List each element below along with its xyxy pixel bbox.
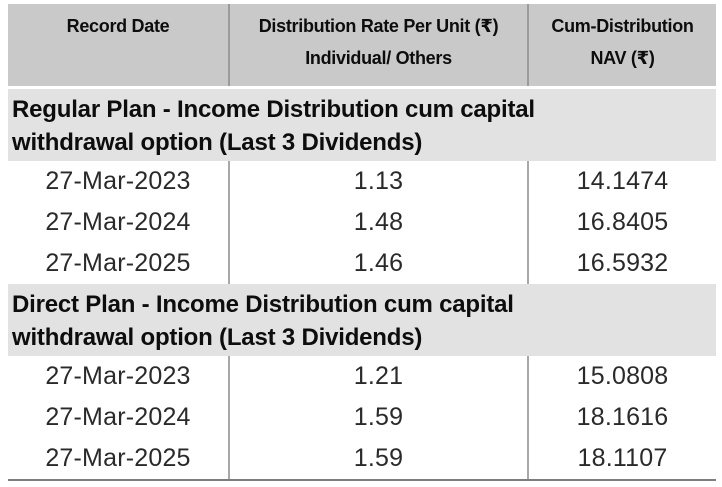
section-header-regular-plan: Regular Plan - Income Distribution cum c…: [8, 89, 716, 161]
table-row: 27-Mar-2025 1.46 16.5932: [8, 243, 716, 284]
cell-record-date: 27-Mar-2024: [45, 208, 191, 236]
cell-rate: 1.21: [228, 356, 527, 397]
cell-rate: 1.59: [228, 397, 527, 438]
header-cell-cum-distribution-nav: Cum-Distribution NAV (₹): [527, 4, 716, 86]
section-title-line: withdrawal option (Last 3 Dividends): [12, 129, 423, 156]
cell-rate: 1.48: [228, 202, 527, 243]
header-cell-distribution-rate: Distribution Rate Per Unit (₹) Individua…: [228, 4, 527, 86]
cell-nav: 16.8405: [527, 202, 716, 243]
cell-record-date: 27-Mar-2025: [45, 444, 191, 472]
header-sublabel: Individual/ Others: [305, 48, 452, 68]
cell-record-date: 27-Mar-2023: [45, 362, 191, 390]
header-cell-record-date: Record Date: [8, 4, 228, 86]
table-row: 27-Mar-2023 1.13 14.1474: [8, 161, 716, 202]
table-row: 27-Mar-2023 1.21 15.0808: [8, 356, 716, 397]
table-row: 27-Mar-2024 1.48 16.8405: [8, 202, 716, 243]
cell-record-date: 27-Mar-2024: [45, 403, 191, 431]
section-title-line: Direct Plan - Income Distribution cum ca…: [12, 291, 514, 318]
cell-rate: 1.59: [228, 438, 527, 479]
cell-nav: 16.5932: [527, 243, 716, 284]
table-row: 27-Mar-2025 1.59 18.1107: [8, 438, 716, 479]
table-row: 27-Mar-2024 1.59 18.1616: [8, 397, 716, 438]
cell-rate: 1.46: [228, 243, 527, 284]
cell-nav: 14.1474: [527, 161, 716, 202]
cell-nav: 18.1107: [527, 438, 716, 479]
section-header-direct-plan: Direct Plan - Income Distribution cum ca…: [8, 284, 716, 356]
header-label: Cum-Distribution: [551, 16, 694, 36]
cell-nav: 18.1616: [527, 397, 716, 438]
cell-nav: 15.0808: [527, 356, 716, 397]
header-label: Record Date: [66, 16, 170, 36]
header-label: Distribution Rate Per Unit (₹): [258, 16, 499, 36]
dividend-history-table: Record Date Distribution Rate Per Unit (…: [8, 4, 716, 481]
cell-record-date: 27-Mar-2023: [45, 167, 191, 195]
header-sublabel: NAV (₹): [590, 48, 655, 68]
cell-record-date: 27-Mar-2025: [45, 249, 191, 277]
section-title-line: Regular Plan - Income Distribution cum c…: [12, 96, 535, 123]
section-title-line: withdrawal option (Last 3 Dividends): [12, 324, 423, 351]
cell-rate: 1.13: [228, 161, 527, 202]
table-header-row: Record Date Distribution Rate Per Unit (…: [8, 4, 716, 86]
